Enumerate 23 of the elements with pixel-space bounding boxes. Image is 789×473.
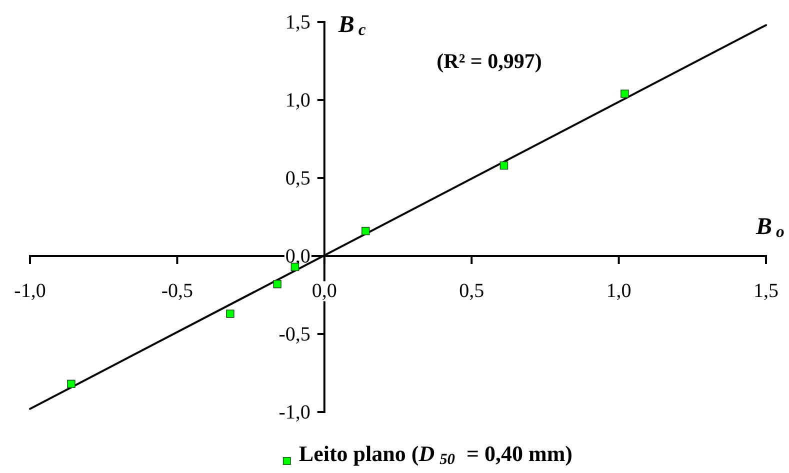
- y-axis-title: B$_{c}$: [337, 12, 366, 40]
- y-tick-label: 1,5: [285, 11, 310, 34]
- point: [226, 310, 234, 318]
- y-tick-label: -0,5: [278, 323, 310, 346]
- annotation: (R² = 0,997): [436, 48, 542, 73]
- x-tick-label: 1,5: [754, 280, 778, 302]
- point: [273, 280, 282, 288]
- x-tick-label: -1,0: [14, 280, 46, 302]
- y-tick-label: 1,0: [285, 89, 310, 112]
- x-tick-label: -0,5: [161, 280, 194, 302]
- x-tick-label: 0,5: [459, 280, 484, 302]
- y-tick-label: -1,0: [278, 401, 310, 424]
- point: [361, 226, 370, 236]
- x-tick-label: 0,0: [312, 280, 337, 302]
- y-tick-label: 0,5: [285, 167, 310, 190]
- y-tick-label: 0,0: [285, 245, 310, 268]
- point: [620, 90, 629, 98]
- x-tick-label: 1,0: [606, 280, 632, 302]
- legend-label: Leito plano (D$_{50}$ = 0,40 mm): [298, 441, 572, 468]
- point: [500, 161, 508, 170]
- point: [67, 380, 76, 388]
- point: [290, 262, 300, 272]
- x-axis-title: B$_{o}$: [755, 214, 784, 242]
